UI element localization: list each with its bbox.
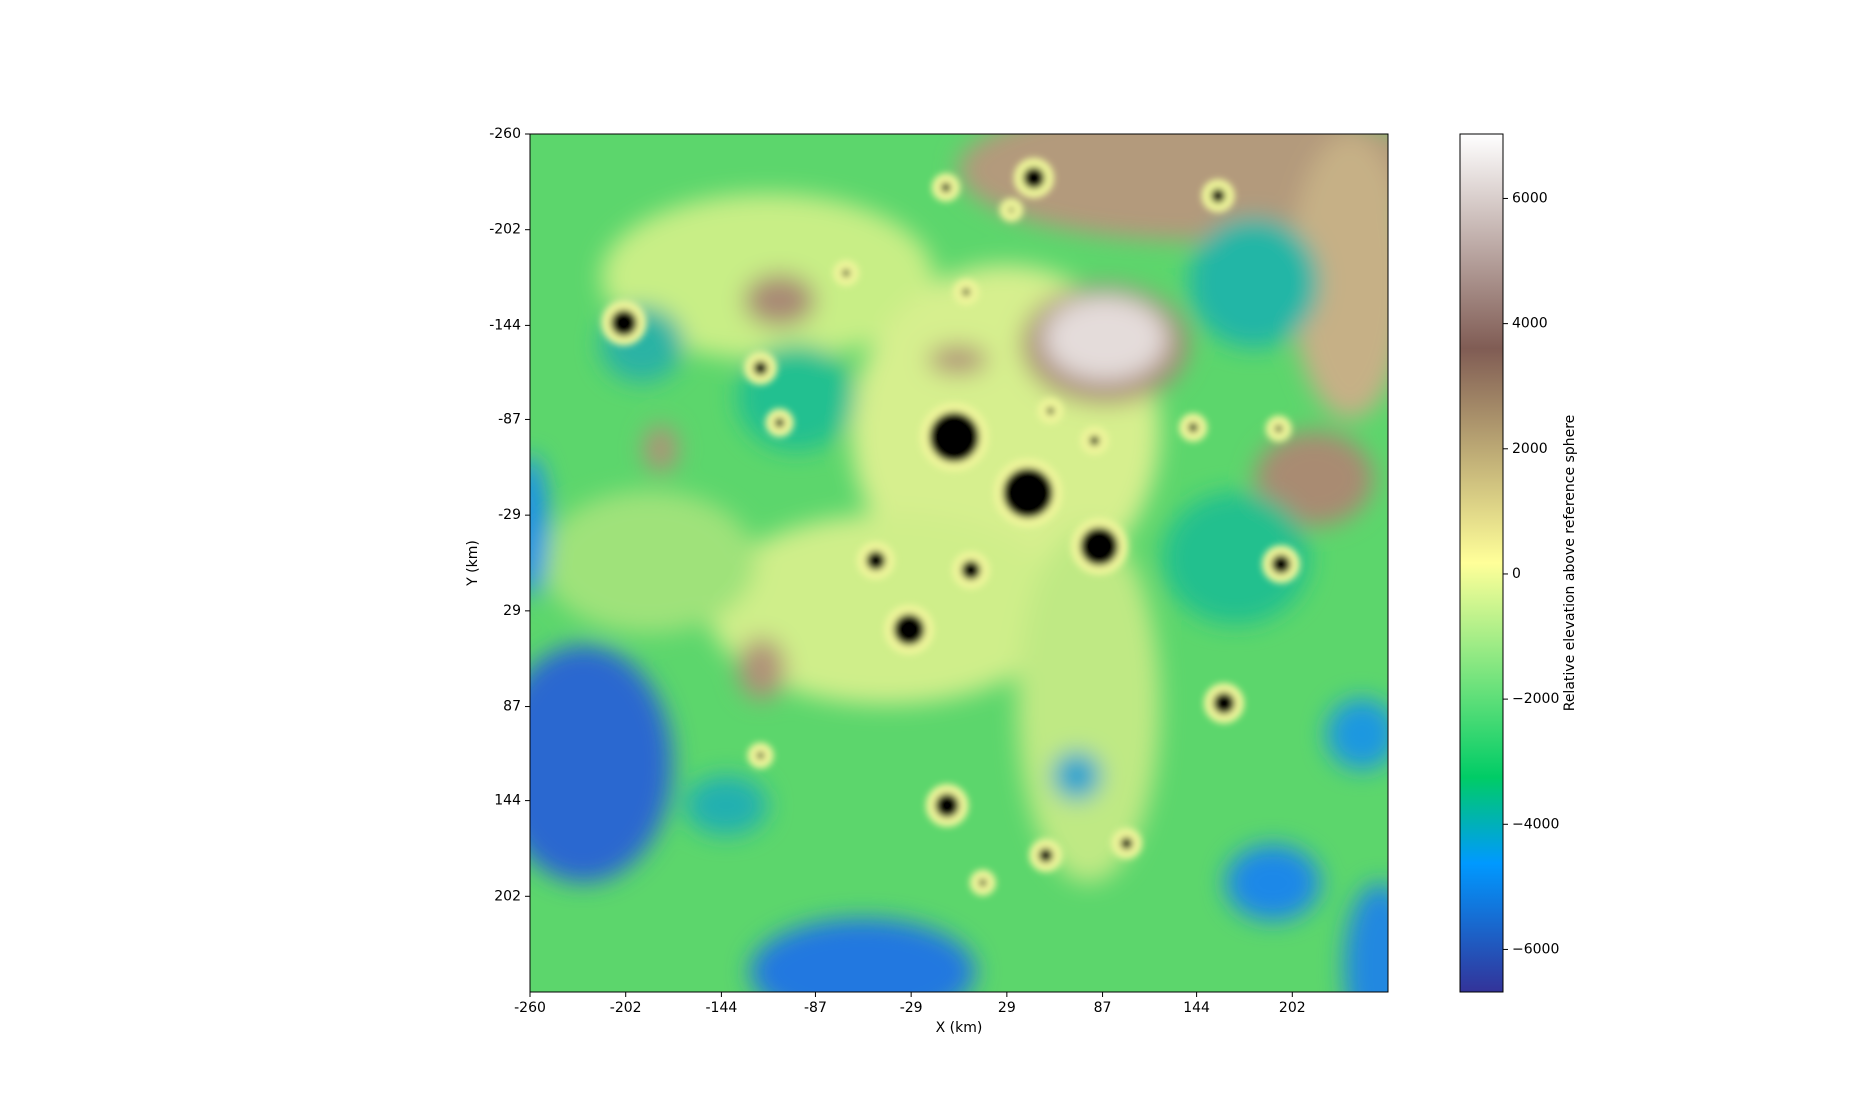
y-tick-label: -260 [489, 126, 521, 142]
y-tick-label: 202 [494, 888, 521, 904]
colorbar-tick-label: 2000 [1512, 441, 1548, 457]
x-tick-label: 87 [1094, 1000, 1112, 1016]
colorbar-tick-label: 0 [1512, 566, 1521, 582]
x-tick-label: -144 [706, 1000, 738, 1016]
x-tick-label: -87 [804, 1000, 827, 1016]
y-tick-label: -29 [498, 507, 521, 523]
x-tick-label: 202 [1279, 1000, 1306, 1016]
colorbar-label: Relative elevation above reference spher… [1562, 415, 1578, 712]
colorbar [1459, 133, 1504, 993]
x-tick-label: 29 [998, 1000, 1016, 1016]
x-tick-label: -202 [610, 1000, 642, 1016]
colorbar-tick-label: 4000 [1512, 316, 1548, 332]
y-tick-label: -202 [489, 222, 521, 238]
plot-frame [529, 133, 1389, 993]
y-tick-label: 87 [503, 699, 521, 715]
y-tick-label: -144 [489, 317, 521, 333]
colorbar-tick-label: −2000 [1512, 691, 1559, 707]
terrain-image [530, 134, 1389, 993]
y-tick-label: 144 [494, 793, 521, 809]
y-axis-label: Y (km) [465, 540, 481, 587]
x-tick-label: 144 [1183, 1000, 1210, 1016]
colorbar-tick-label: −4000 [1512, 816, 1559, 832]
x-tick-label: -29 [900, 1000, 923, 1016]
y-tick-label: 29 [503, 603, 521, 619]
colorbar-tick-label: −6000 [1512, 941, 1559, 957]
x-tick-label: -260 [514, 1000, 546, 1016]
y-tick-label: -87 [498, 411, 521, 427]
colorbar-tick-label: 6000 [1512, 190, 1548, 206]
x-axis-label: X (km) [936, 1020, 983, 1036]
